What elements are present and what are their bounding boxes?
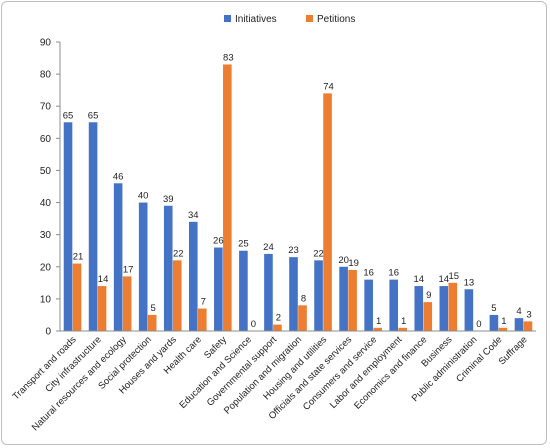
data-label: 23 xyxy=(288,245,299,256)
y-tick-label: 40 xyxy=(40,198,52,209)
bar-initiatives xyxy=(489,314,499,331)
bar-petitions xyxy=(172,260,182,331)
data-label: 2 xyxy=(276,313,281,324)
data-label: 20 xyxy=(338,255,349,266)
x-tick-label: Natural resources and ecology xyxy=(30,334,129,433)
data-label: 83 xyxy=(223,52,234,63)
bar-initiatives xyxy=(289,257,298,331)
data-label: 39 xyxy=(163,194,174,205)
bar-petitions xyxy=(223,64,232,331)
bars xyxy=(63,64,533,332)
y-tick-label: 90 xyxy=(40,38,52,49)
data-label: 65 xyxy=(88,110,99,121)
data-label: 74 xyxy=(323,81,334,92)
data-label: 7 xyxy=(201,297,206,308)
bar-petitions xyxy=(423,302,433,331)
bar-initiatives xyxy=(264,253,273,331)
bar-petitions xyxy=(122,276,132,331)
bar-petitions xyxy=(72,263,82,331)
data-label: 19 xyxy=(348,258,359,269)
data-label: 14 xyxy=(413,274,424,285)
data-label: 13 xyxy=(464,277,475,288)
bar-initiatives xyxy=(389,279,399,331)
bar-petitions xyxy=(398,327,408,331)
bar-initiatives xyxy=(239,250,248,331)
data-label: 22 xyxy=(313,248,324,259)
y-tick-label: 70 xyxy=(40,102,52,113)
data-label: 8 xyxy=(301,293,306,304)
data-label: 21 xyxy=(73,252,84,263)
data-label: 34 xyxy=(188,210,199,221)
data-label: 14 xyxy=(439,274,450,285)
data-label: 5 xyxy=(491,303,496,314)
bar-initiatives xyxy=(339,266,348,331)
legend: Initiatives Petitions xyxy=(224,14,355,25)
bar-initiatives xyxy=(514,318,524,331)
y-tick-label: 80 xyxy=(40,70,52,81)
bar-petitions xyxy=(373,327,382,331)
y-tick-label: 60 xyxy=(40,134,52,145)
data-label: 16 xyxy=(388,268,399,279)
bar-petitions xyxy=(197,308,207,331)
data-label: 22 xyxy=(173,248,184,259)
y-tick-label: 30 xyxy=(40,230,52,241)
data-label: 1 xyxy=(401,316,406,327)
data-label: 1 xyxy=(501,316,506,327)
data-label: 17 xyxy=(123,264,134,275)
legend-label: Initiatives xyxy=(235,14,277,25)
data-label: 65 xyxy=(63,110,74,121)
bar-initiatives xyxy=(214,247,223,331)
bar-initiatives xyxy=(314,260,323,331)
data-label: 14 xyxy=(98,274,109,285)
bar-petitions xyxy=(273,324,282,331)
data-label: 24 xyxy=(263,242,274,253)
bar-initiatives xyxy=(188,221,198,331)
data-label: 16 xyxy=(363,268,374,279)
legend-label: Petitions xyxy=(317,14,355,25)
bar-petitions xyxy=(523,321,533,331)
bar-petitions xyxy=(147,314,157,331)
data-label: 25 xyxy=(238,239,249,250)
data-label: 4 xyxy=(516,306,521,317)
bar-initiatives xyxy=(163,205,173,331)
bar-initiatives xyxy=(464,289,474,331)
bar-petitions xyxy=(498,327,508,331)
bar-initiatives xyxy=(63,122,73,332)
bar-initiatives xyxy=(439,286,449,331)
data-label: 1 xyxy=(376,316,381,327)
bar-petitions xyxy=(348,269,357,331)
bar-initiatives xyxy=(88,122,98,332)
data-label: 15 xyxy=(449,271,460,282)
y-tick-label: 50 xyxy=(40,166,52,177)
y-axis: 0 10 20 30 40 50 60 70 80 90 xyxy=(40,38,61,338)
bar-petitions xyxy=(448,282,458,331)
data-label: 26 xyxy=(213,236,224,247)
y-tick-label: 10 xyxy=(40,294,52,305)
legend-swatch xyxy=(306,15,313,22)
bar-initiatives xyxy=(364,279,373,331)
data-label: 0 xyxy=(251,319,256,330)
data-label: 0 xyxy=(476,319,481,330)
bar-initiatives xyxy=(138,202,148,331)
bar-petitions xyxy=(323,93,332,331)
bar-petitions xyxy=(298,305,307,331)
bar-initiatives xyxy=(113,183,123,331)
bar-petitions xyxy=(97,286,107,331)
data-label: 46 xyxy=(113,171,124,182)
y-tick-label: 20 xyxy=(40,262,52,273)
y-tick-label: 0 xyxy=(45,327,51,338)
data-label: 9 xyxy=(426,290,431,301)
legend-swatch xyxy=(224,15,231,22)
data-label: 5 xyxy=(151,303,156,314)
data-label: 3 xyxy=(526,309,531,320)
bar-initiatives xyxy=(414,286,424,331)
data-label: 40 xyxy=(138,191,149,202)
